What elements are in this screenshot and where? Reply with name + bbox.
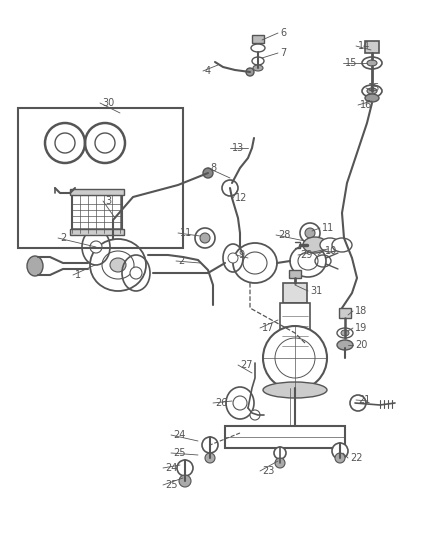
- Text: 25: 25: [173, 448, 186, 458]
- Bar: [18, 108, 183, 248]
- Text: 26: 26: [215, 398, 227, 408]
- Circle shape: [274, 447, 286, 459]
- Circle shape: [222, 180, 238, 196]
- Bar: [365, 41, 379, 53]
- Bar: [72, 195, 122, 233]
- Text: 20: 20: [355, 340, 367, 350]
- Text: 14: 14: [358, 41, 370, 51]
- Text: 19: 19: [355, 323, 367, 333]
- Text: 15: 15: [368, 83, 380, 93]
- Text: 21: 21: [358, 395, 371, 405]
- Ellipse shape: [367, 60, 377, 66]
- Text: 31: 31: [310, 286, 322, 296]
- Bar: [280, 303, 310, 350]
- Ellipse shape: [263, 382, 327, 398]
- Ellipse shape: [337, 340, 353, 350]
- Bar: [70, 189, 124, 195]
- Circle shape: [275, 458, 285, 468]
- Circle shape: [332, 443, 348, 459]
- Ellipse shape: [303, 237, 327, 253]
- Text: 18: 18: [355, 306, 367, 316]
- Text: 23: 23: [262, 466, 274, 476]
- Text: 11: 11: [322, 223, 334, 233]
- Ellipse shape: [253, 65, 263, 71]
- Text: 17: 17: [262, 323, 274, 333]
- Bar: [70, 229, 124, 235]
- Circle shape: [195, 228, 215, 248]
- Text: 12: 12: [235, 193, 247, 203]
- Bar: [225, 426, 345, 448]
- Text: 7: 7: [280, 48, 286, 58]
- Circle shape: [228, 253, 238, 263]
- Ellipse shape: [367, 88, 377, 94]
- Text: 24: 24: [173, 430, 185, 440]
- Text: 13: 13: [232, 143, 244, 153]
- Ellipse shape: [320, 238, 340, 252]
- Ellipse shape: [341, 330, 349, 336]
- Ellipse shape: [27, 256, 43, 276]
- Circle shape: [250, 410, 260, 420]
- Text: 25: 25: [165, 480, 177, 490]
- Circle shape: [263, 326, 327, 390]
- Text: 8: 8: [210, 163, 216, 173]
- Circle shape: [350, 395, 366, 411]
- Circle shape: [205, 453, 215, 463]
- Text: 24: 24: [165, 463, 177, 473]
- Text: 2: 2: [60, 233, 66, 243]
- Circle shape: [233, 396, 247, 410]
- Text: 3: 3: [105, 196, 111, 206]
- Text: 28: 28: [278, 230, 290, 240]
- Circle shape: [246, 68, 254, 76]
- Circle shape: [202, 437, 218, 453]
- Ellipse shape: [110, 258, 126, 272]
- Text: 27: 27: [240, 360, 252, 370]
- Text: 1: 1: [75, 270, 81, 280]
- Text: 15: 15: [345, 58, 357, 68]
- Text: 4: 4: [205, 66, 211, 76]
- Bar: [289, 270, 301, 278]
- Ellipse shape: [365, 94, 379, 102]
- Text: 22: 22: [350, 453, 363, 463]
- Text: 6: 6: [280, 28, 286, 38]
- Circle shape: [177, 460, 193, 476]
- Text: 16: 16: [360, 100, 372, 110]
- Text: 9: 9: [238, 250, 244, 260]
- Ellipse shape: [332, 238, 352, 252]
- Bar: [339, 308, 351, 318]
- Circle shape: [335, 453, 345, 463]
- Circle shape: [90, 241, 102, 253]
- Bar: [283, 283, 307, 303]
- Circle shape: [305, 228, 315, 238]
- Bar: [252, 35, 264, 43]
- Text: 2: 2: [178, 256, 184, 266]
- Text: 10: 10: [325, 246, 337, 256]
- Circle shape: [300, 223, 320, 243]
- Text: 29: 29: [300, 250, 312, 260]
- Circle shape: [203, 168, 213, 178]
- Circle shape: [179, 475, 191, 487]
- Bar: [225, 426, 345, 448]
- Circle shape: [200, 233, 210, 243]
- Text: 11: 11: [180, 228, 192, 238]
- Circle shape: [130, 267, 142, 279]
- Text: 30: 30: [102, 98, 114, 108]
